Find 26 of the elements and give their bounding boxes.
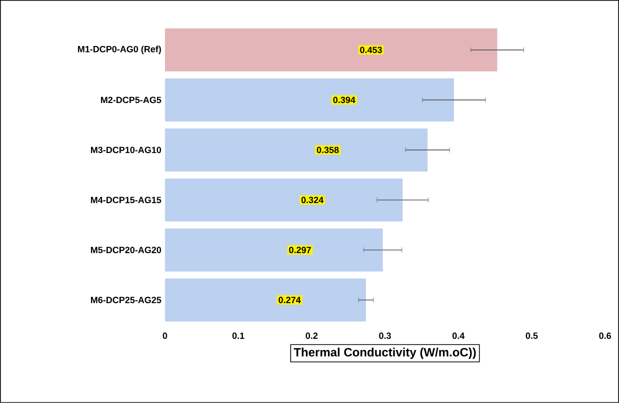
data-label: 0.297 [289,246,311,254]
y-tick-label: M5-DCP20-AG20 [90,246,162,254]
x-tick-label: 0.4 [452,332,465,339]
bar [164,228,383,272]
y-tick-label: M6-DCP25-AG25 [90,296,162,304]
bar [164,178,403,222]
data-label: 0.274 [278,296,301,304]
y-tick-label: M4-DCP15-AG15 [90,196,162,204]
x-tick-label: 0.5 [526,332,538,339]
y-tick-label: M3-DCP10-AG10 [90,146,162,154]
bar [164,278,366,322]
data-label: 0.394 [333,96,356,104]
data-label: 0.453 [360,46,382,54]
x-tick-label: 0.1 [232,332,244,339]
bar [164,78,454,122]
data-label: 0.358 [316,146,339,154]
x-tick-label: 0.6 [599,332,612,339]
bar [164,28,498,72]
y-tick-label: M1-DCP0-AG0 (Ref) [78,46,161,54]
bar [164,128,428,172]
x-axis-title: Thermal Conductivity (W/m.oC)) [294,348,476,359]
x-tick-label: 0 [162,332,168,339]
x-tick-label: 0.3 [379,332,391,339]
data-label: 0.324 [301,196,324,204]
x-tick-label: 0.2 [306,332,318,339]
y-tick-label: M2-DCP5-AG5 [100,96,162,104]
